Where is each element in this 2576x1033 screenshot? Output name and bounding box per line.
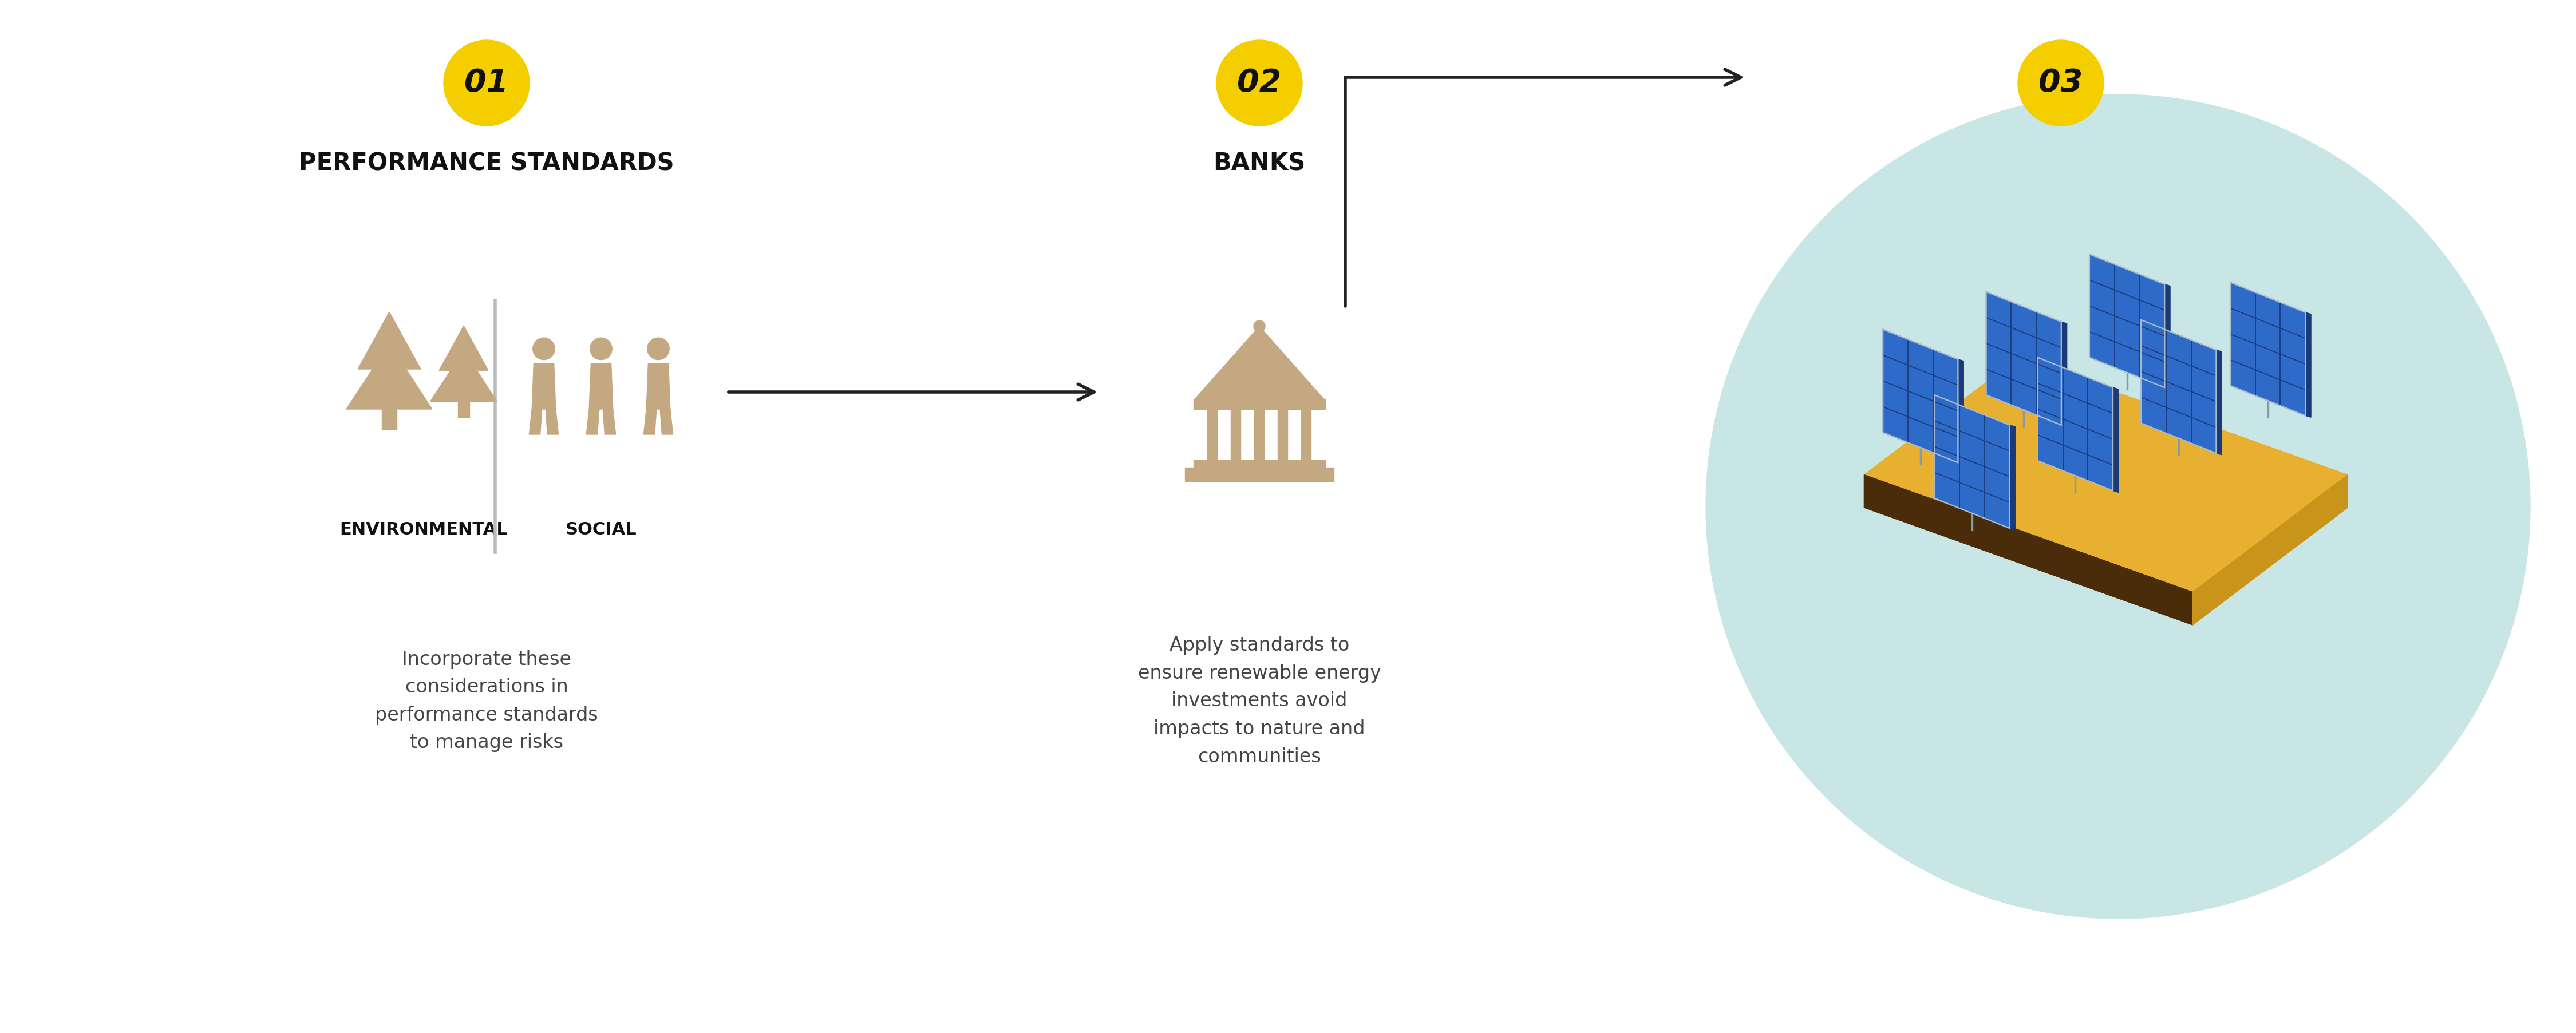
Text: 01: 01 — [464, 67, 507, 98]
Circle shape — [1216, 40, 1303, 126]
Bar — [1193, 460, 1324, 469]
FancyArrowPatch shape — [1347, 69, 1741, 85]
Polygon shape — [2038, 357, 2112, 491]
Polygon shape — [2112, 387, 2117, 493]
Polygon shape — [546, 409, 559, 434]
Bar — [1301, 407, 1311, 462]
Circle shape — [590, 338, 613, 359]
Polygon shape — [1865, 475, 2192, 625]
Circle shape — [2017, 40, 2105, 126]
Polygon shape — [2061, 322, 2066, 427]
Polygon shape — [590, 364, 613, 409]
Circle shape — [533, 338, 554, 359]
Polygon shape — [2009, 425, 2014, 530]
Polygon shape — [2164, 284, 2169, 389]
Polygon shape — [358, 312, 420, 369]
Circle shape — [1255, 320, 1265, 332]
Polygon shape — [1193, 326, 1324, 401]
Polygon shape — [2231, 282, 2306, 415]
Bar — [1193, 399, 1324, 409]
Circle shape — [647, 338, 670, 359]
FancyArrowPatch shape — [729, 384, 1095, 400]
Text: 02: 02 — [1236, 67, 1280, 98]
Polygon shape — [345, 343, 433, 409]
Text: SOCIAL: SOCIAL — [564, 521, 636, 537]
Polygon shape — [1883, 330, 1958, 463]
Circle shape — [443, 40, 531, 126]
Polygon shape — [1986, 291, 2061, 425]
Polygon shape — [1935, 395, 2009, 528]
Polygon shape — [2215, 350, 2221, 455]
Text: Apply standards to
ensure renewable energy
investments avoid
impacts to nature a: Apply standards to ensure renewable ener… — [1139, 636, 1381, 766]
Bar — [1208, 407, 1218, 462]
Polygon shape — [603, 409, 616, 434]
Bar — [1231, 407, 1242, 462]
Bar — [1185, 468, 1334, 481]
Text: ENVIRONMENTAL: ENVIRONMENTAL — [340, 521, 507, 537]
Polygon shape — [659, 409, 672, 434]
Polygon shape — [1865, 357, 2347, 592]
Text: Incorporate these
considerations in
performance standards
to manage risks: Incorporate these considerations in perf… — [376, 650, 598, 752]
Polygon shape — [531, 364, 556, 409]
Polygon shape — [644, 409, 657, 434]
Text: PERFORMANCE STANDARDS: PERFORMANCE STANDARDS — [299, 151, 675, 176]
Polygon shape — [2306, 312, 2311, 417]
Text: BANKS: BANKS — [1213, 151, 1306, 176]
Polygon shape — [2089, 254, 2164, 387]
Bar — [381, 407, 397, 430]
Polygon shape — [1958, 359, 1963, 464]
Polygon shape — [587, 409, 600, 434]
Bar — [1278, 407, 1288, 462]
Polygon shape — [430, 350, 497, 402]
Polygon shape — [2141, 320, 2215, 453]
Circle shape — [1705, 94, 2530, 918]
Text: 03: 03 — [2038, 67, 2084, 98]
Polygon shape — [2192, 475, 2347, 625]
Polygon shape — [528, 409, 541, 434]
Polygon shape — [438, 325, 489, 371]
Polygon shape — [647, 364, 670, 409]
Bar — [459, 401, 469, 417]
Bar — [1255, 407, 1265, 462]
